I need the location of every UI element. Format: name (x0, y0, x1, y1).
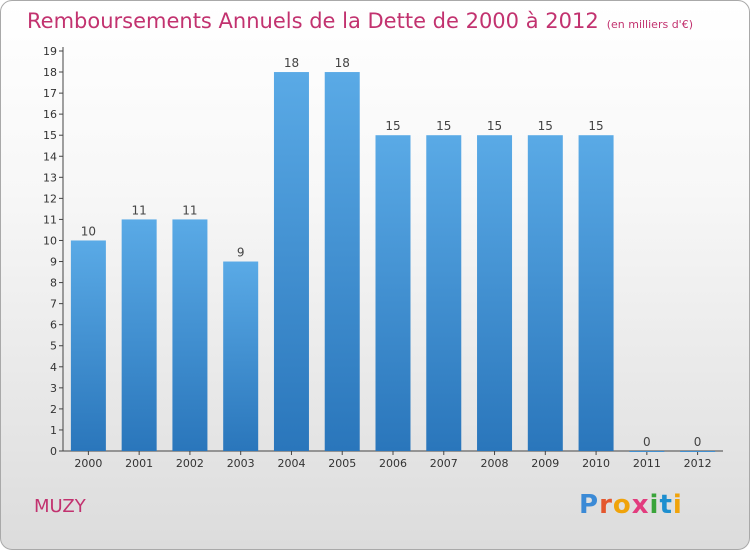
y-tick-label: 18 (43, 66, 57, 79)
x-tick-label: 2002 (176, 457, 204, 470)
x-tick-label: 2004 (277, 457, 305, 470)
y-tick-label: 10 (43, 234, 57, 247)
y-tick-label: 11 (43, 213, 57, 226)
bar-2006 (375, 135, 411, 452)
bar-2003 (223, 261, 259, 451)
y-tick-label: 2 (50, 403, 57, 416)
y-tick-label: 16 (43, 108, 57, 121)
bar-2001 (121, 219, 157, 451)
x-tick-label: 2011 (633, 457, 661, 470)
y-tick-label: 5 (50, 340, 57, 353)
y-tick-label: 6 (50, 319, 57, 332)
x-tick-label: 2000 (74, 457, 102, 470)
y-tick-label: 12 (43, 192, 57, 205)
unit-note: (en milliers d'€) (606, 18, 693, 31)
value-label-2001: 11 (132, 203, 147, 217)
x-tick-label: 2005 (328, 457, 356, 470)
bar-2004 (273, 72, 309, 451)
y-tick-label: 9 (50, 256, 57, 269)
bar-2012 (680, 451, 716, 452)
proxiti-logo[interactable]: Proxiti (579, 490, 683, 520)
y-tick-label: 4 (50, 361, 57, 374)
bar-2007 (426, 135, 462, 452)
commune-name: MUZY (34, 496, 86, 517)
y-tick-label: 1 (50, 424, 57, 437)
bar-2008 (477, 135, 513, 452)
y-tick-label: 15 (43, 129, 57, 142)
value-label-2002: 11 (182, 203, 197, 217)
value-label-2005: 18 (335, 56, 350, 70)
bar-2000 (70, 240, 106, 451)
value-label-2008: 15 (487, 119, 502, 133)
x-tick-label: 2012 (684, 457, 712, 470)
value-label-2009: 15 (538, 119, 553, 133)
x-tick-label: 2008 (481, 457, 509, 470)
bar-2002 (172, 219, 208, 451)
chart-title: Remboursements Annuels de la Dette de 20… (27, 9, 693, 33)
y-tick-label: 8 (50, 277, 57, 290)
y-tick-label: 3 (50, 382, 57, 395)
value-label-2006: 15 (385, 119, 400, 133)
y-tick-label: 17 (43, 87, 57, 100)
y-tick-label: 7 (50, 298, 57, 311)
chart-title-text: Remboursements Annuels de la Dette de 20… (27, 9, 599, 33)
bar-2011 (629, 451, 665, 452)
bar-2005 (324, 72, 360, 451)
x-tick-label: 2006 (379, 457, 407, 470)
value-label-2004: 18 (284, 56, 299, 70)
bar-2009 (527, 135, 563, 452)
y-tick-label: 13 (43, 171, 57, 184)
value-label-2007: 15 (436, 119, 451, 133)
y-tick-label: 14 (43, 150, 57, 163)
value-label-2011: 0 (643, 435, 651, 449)
value-label-2010: 15 (588, 119, 603, 133)
bar-2010 (578, 135, 614, 452)
y-tick-label: 19 (43, 45, 57, 58)
value-label-2012: 0 (694, 435, 702, 449)
value-label-2003: 9 (237, 246, 245, 260)
x-tick-label: 2001 (125, 457, 153, 470)
x-tick-label: 2007 (430, 457, 458, 470)
x-tick-label: 2003 (227, 457, 255, 470)
x-tick-label: 2009 (531, 457, 559, 470)
x-tick-label: 2010 (582, 457, 610, 470)
value-label-2000: 10 (81, 224, 96, 238)
y-tick-label: 0 (50, 445, 57, 458)
